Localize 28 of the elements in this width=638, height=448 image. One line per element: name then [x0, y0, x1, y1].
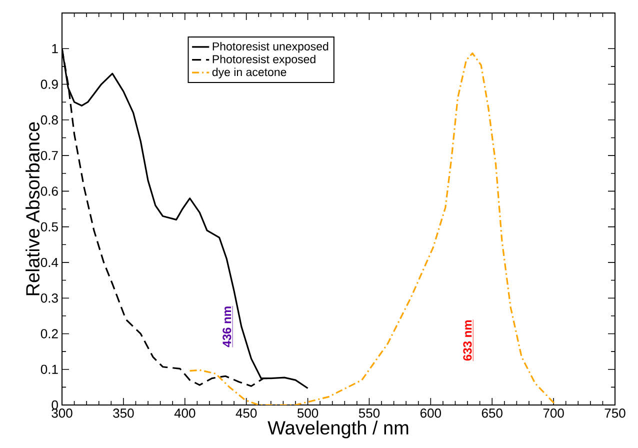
y-tick-label: 0.4: [40, 258, 58, 268]
annotation: 436 nm: [222, 306, 232, 348]
x-tick-label: 550: [358, 408, 380, 418]
y-tick-label: 1: [52, 44, 58, 54]
y-tick-label: 0.8: [40, 115, 58, 125]
x-axis-title: Wavelength / nm: [268, 420, 408, 438]
x-tick-label: 450: [236, 408, 257, 418]
x-tick-label: 700: [543, 408, 564, 418]
x-tick-label: 750: [604, 408, 626, 418]
x-tick-label: 400: [174, 408, 196, 418]
x-tick-label: 650: [482, 408, 502, 418]
x-tick-label: 600: [420, 408, 442, 418]
y-tick-label: 0.1: [40, 364, 58, 374]
legend-label: Photoresist exposed: [212, 54, 316, 66]
annotation: 633 nm: [463, 320, 472, 361]
y-tick-label: 0.5: [40, 222, 58, 232]
x-tick-label: 500: [297, 408, 318, 418]
y-tick-label: 0.6: [40, 186, 58, 196]
x-tick-label: 300: [52, 408, 72, 418]
y-tick-label: 0.2: [40, 329, 58, 338]
x-tick-label: 350: [113, 408, 134, 418]
legend-label: Photoresist unexposed: [212, 42, 328, 53]
y-tick-label: 0.7: [40, 150, 58, 160]
legend-label: dye in acetone: [212, 68, 286, 78]
y-axis-title: Relative Absorbance: [26, 122, 40, 296]
y-tick-label: 0.9: [40, 80, 58, 89]
line-series: [189, 52, 557, 405]
y-tick-label: 0.3: [40, 293, 58, 303]
